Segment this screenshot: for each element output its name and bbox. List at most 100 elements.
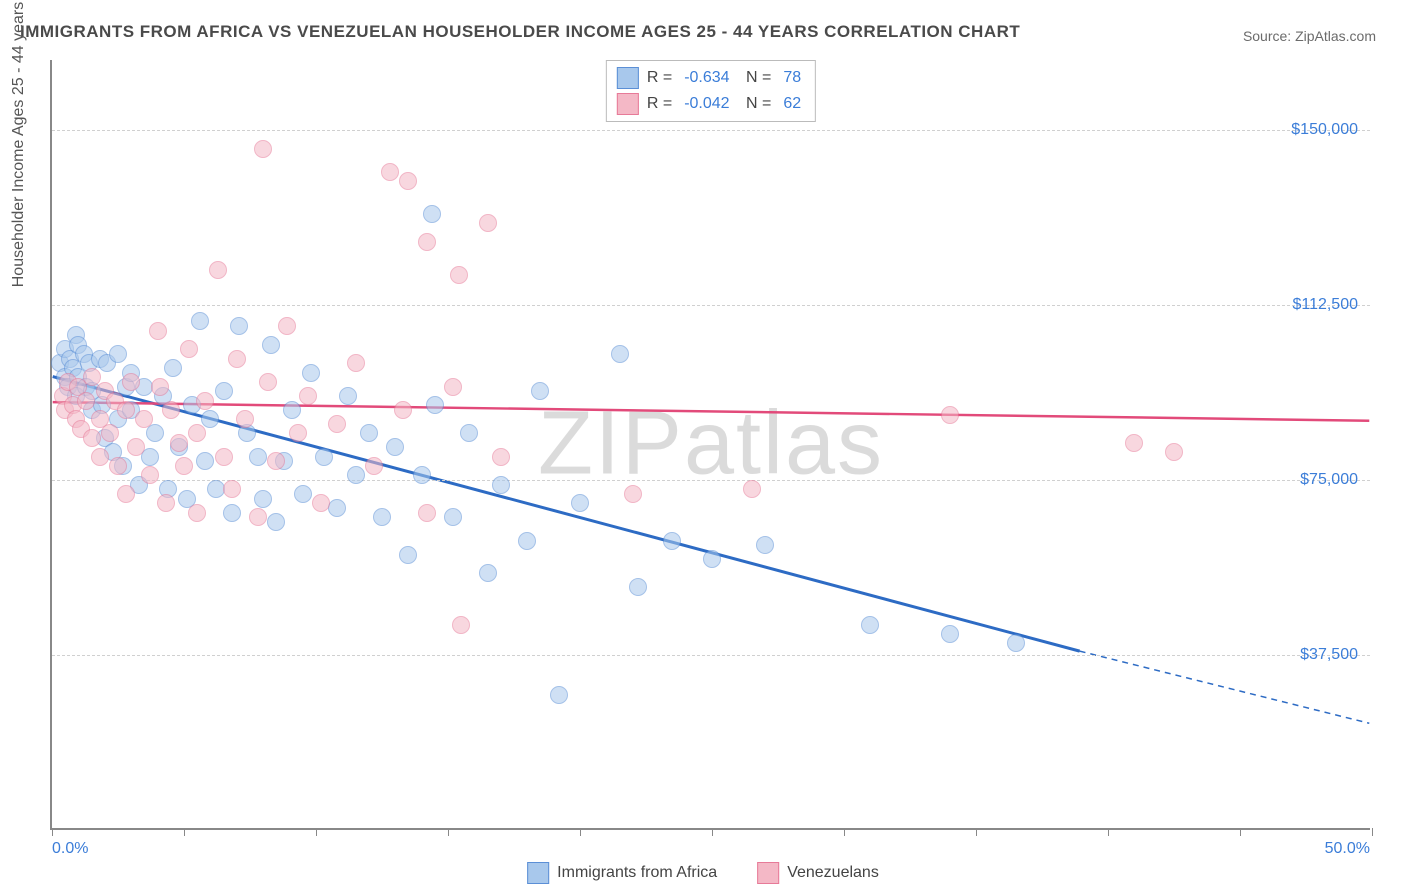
data-point	[444, 378, 462, 396]
data-point	[228, 350, 246, 368]
data-point	[215, 448, 233, 466]
y-axis-title: Householder Income Ages 25 - 44 years	[10, 2, 28, 288]
data-point	[230, 317, 248, 335]
data-point	[109, 457, 127, 475]
data-point	[141, 466, 159, 484]
data-point	[413, 466, 431, 484]
data-point	[77, 392, 95, 410]
data-point	[249, 508, 267, 526]
data-point	[109, 345, 127, 363]
data-point	[399, 546, 417, 564]
swatch-series-1	[757, 862, 779, 884]
data-point	[624, 485, 642, 503]
data-point	[196, 452, 214, 470]
data-point	[175, 457, 193, 475]
data-point	[164, 359, 182, 377]
data-point	[188, 504, 206, 522]
x-tick	[844, 828, 845, 836]
swatch-series-0	[617, 67, 639, 89]
x-tick	[316, 828, 317, 836]
data-point	[91, 448, 109, 466]
legend-item-1: Venezuelans	[757, 862, 879, 884]
x-tick	[976, 828, 977, 836]
legend-item-0: Immigrants from Africa	[527, 862, 717, 884]
data-point	[629, 578, 647, 596]
y-tick-label: $37,500	[1300, 646, 1358, 664]
grid-line-h	[52, 130, 1370, 131]
data-point	[941, 625, 959, 643]
data-point	[1007, 634, 1025, 652]
stat-n-value-0: 78	[783, 69, 801, 87]
data-point	[299, 387, 317, 405]
data-point	[122, 373, 140, 391]
data-point	[418, 504, 436, 522]
data-point	[479, 214, 497, 232]
data-point	[423, 205, 441, 223]
data-point	[209, 261, 227, 279]
data-point	[267, 452, 285, 470]
swatch-series-0	[527, 862, 549, 884]
data-point	[149, 322, 167, 340]
data-point	[254, 140, 272, 158]
data-point	[249, 448, 267, 466]
data-point	[259, 373, 277, 391]
data-point	[328, 499, 346, 517]
stats-row-1: R = -0.042 N = 62	[617, 91, 805, 117]
data-point	[283, 401, 301, 419]
data-point	[450, 266, 468, 284]
data-point	[127, 438, 145, 456]
grid-line-h	[52, 655, 1370, 656]
x-tick	[1240, 828, 1241, 836]
x-axis-max-label: 50.0%	[1325, 840, 1370, 858]
data-point	[394, 401, 412, 419]
y-tick-label: $75,000	[1300, 471, 1358, 489]
data-point	[267, 513, 285, 531]
data-point	[289, 424, 307, 442]
data-point	[347, 466, 365, 484]
x-tick	[1108, 828, 1109, 836]
data-point	[941, 406, 959, 424]
legend-label-0: Immigrants from Africa	[557, 864, 717, 882]
data-point	[386, 438, 404, 456]
data-point	[381, 163, 399, 181]
data-point	[703, 550, 721, 568]
data-point	[191, 312, 209, 330]
stat-n-label: N =	[742, 69, 772, 87]
x-tick	[580, 828, 581, 836]
data-point	[312, 494, 330, 512]
data-point	[117, 485, 135, 503]
y-tick-label: $150,000	[1291, 121, 1358, 139]
data-point	[426, 396, 444, 414]
data-point	[196, 392, 214, 410]
data-point	[399, 172, 417, 190]
stat-r-value-1: -0.042	[684, 95, 729, 113]
data-point	[157, 494, 175, 512]
data-point	[302, 364, 320, 382]
data-point	[162, 401, 180, 419]
data-point	[460, 424, 478, 442]
data-point	[180, 340, 198, 358]
data-point	[278, 317, 296, 335]
data-point	[83, 429, 101, 447]
data-point	[223, 480, 241, 498]
data-point	[663, 532, 681, 550]
stat-r-value-0: -0.634	[684, 69, 729, 87]
data-point	[223, 504, 241, 522]
data-point	[236, 410, 254, 428]
x-tick	[448, 828, 449, 836]
source-label: Source: ZipAtlas.com	[1243, 28, 1376, 44]
data-point	[743, 480, 761, 498]
x-axis-min-label: 0.0%	[52, 840, 88, 858]
data-point	[215, 382, 233, 400]
data-point	[365, 457, 383, 475]
data-point	[611, 345, 629, 363]
stat-n-label: N =	[742, 95, 772, 113]
stat-n-value-1: 62	[783, 95, 801, 113]
data-point	[373, 508, 391, 526]
grid-line-h	[52, 305, 1370, 306]
data-point	[1165, 443, 1183, 461]
data-point	[756, 536, 774, 554]
data-point	[315, 448, 333, 466]
data-point	[518, 532, 536, 550]
data-point	[151, 378, 169, 396]
